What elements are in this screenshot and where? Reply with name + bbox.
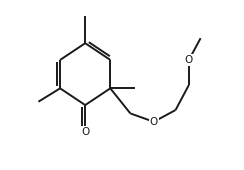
Text: O: O <box>150 117 158 127</box>
Text: O: O <box>185 55 193 65</box>
Text: O: O <box>81 127 89 137</box>
